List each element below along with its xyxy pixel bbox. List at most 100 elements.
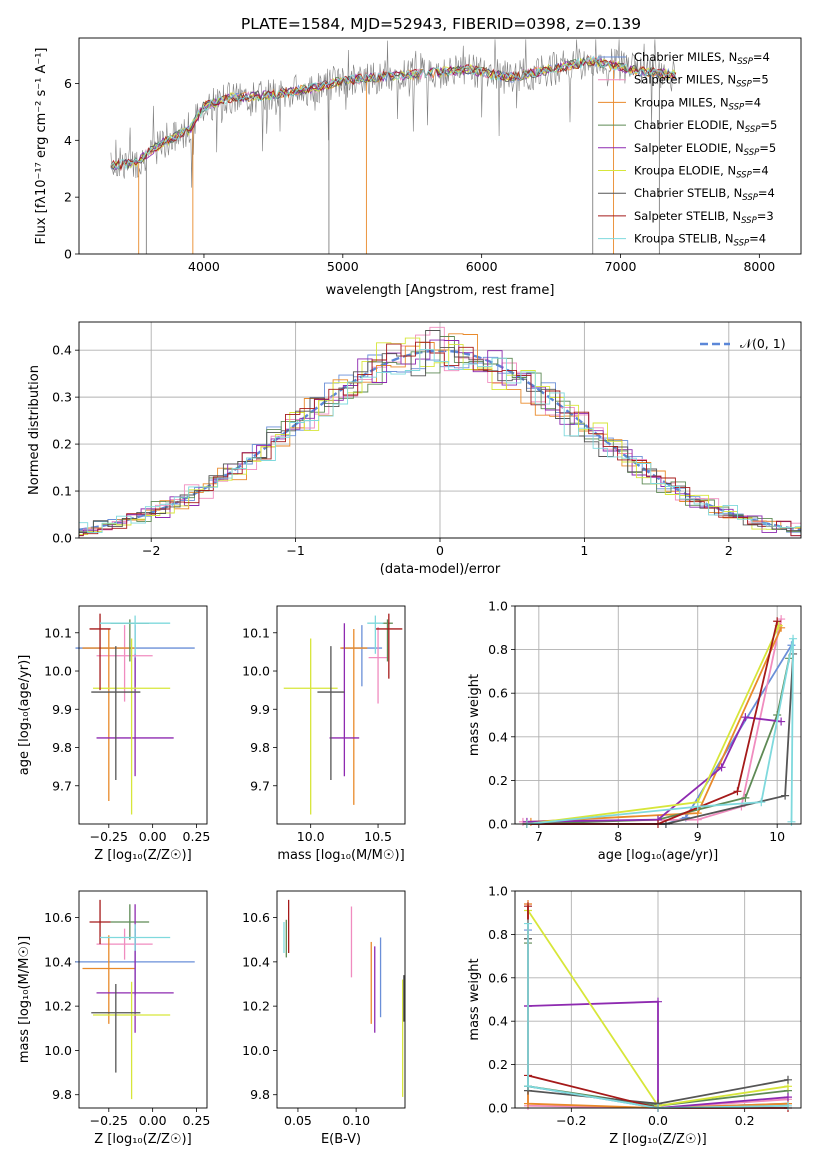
legend-label: 𝒩(0, 1) [740, 336, 786, 351]
x-tick-label: 5000 [327, 259, 359, 274]
y-tick-label: 6 [64, 76, 72, 91]
series-marker [524, 902, 532, 911]
y-axis-label: Normed distribution [27, 365, 42, 495]
axes-frame [514, 890, 802, 1109]
series-marker [784, 1101, 792, 1110]
series-marker [757, 798, 766, 807]
histogram-step-line [79, 330, 801, 537]
axes-age-Z: −0.25 0.00 0.25 9.7 9.8 9.9 10.0 10.1 Z [log₁₀(Z… [17, 613, 210, 863]
histogram-step-line [79, 337, 801, 536]
x-tick-label: 8 [614, 829, 622, 844]
legend-label: Salpeter MILES, NSSP=5 [634, 73, 769, 90]
y-axis-label: mass [log₁₀(M/M☉)] [17, 936, 32, 1063]
series-marker [741, 793, 750, 802]
y-tick-label: 0.4 [52, 343, 72, 358]
y-tick-label: 10.2 [242, 999, 270, 1014]
y-tick-label: 2 [64, 190, 72, 205]
series-marker [784, 1093, 792, 1102]
x-tick-label: 0.05 [284, 1113, 312, 1128]
x-tick-label: 4000 [188, 259, 220, 274]
axes-spectrum: 4000 5000 6000 7000 8000 0 2 4 6 wavelength [Angs… [34, 39, 775, 298]
y-tick-label: 9.8 [250, 740, 270, 755]
y-tick-label: 9.7 [250, 778, 270, 793]
y-tick-label: 10.4 [44, 954, 72, 969]
axes-age-mass: 10.0 10.5 9.7 9.8 9.9 10.0 10.1 mass [log₁₀(M/M… [242, 613, 405, 863]
x-tick-label: 0.10 [342, 1113, 370, 1128]
y-tick-label: 0.0 [488, 817, 508, 832]
y-tick-label: 0.6 [488, 686, 508, 701]
y-tick-label: 0.1 [52, 484, 72, 499]
series-marker [524, 919, 532, 928]
series-marker [524, 1099, 532, 1108]
x-axis-label: mass [log₁₀(M/M☉)] [277, 848, 404, 863]
y-tick-label: 9.8 [52, 1087, 72, 1102]
x-tick-label: −0.25 [90, 829, 128, 844]
y-tick-label: 0.2 [52, 437, 72, 452]
y-tick-label: 10.6 [242, 910, 270, 925]
y-tick-label: 9.8 [250, 1087, 270, 1102]
y-tick-label: 1.0 [488, 884, 508, 899]
axes-frame [78, 37, 802, 255]
histogram-group [79, 326, 801, 537]
x-axis-label: Z [log₁₀(Z/Z☉)] [609, 1132, 706, 1147]
y-tick-label: 9.7 [52, 778, 72, 793]
series-marker [693, 802, 702, 811]
y-tick-label: 9.9 [52, 702, 72, 717]
x-tick-label: 8000 [743, 259, 775, 274]
x-tick-label: 0.00 [139, 1113, 167, 1128]
series-marker [733, 787, 742, 796]
y-tick-label: 9.9 [250, 702, 270, 717]
y-tick-label: 10.0 [44, 664, 72, 679]
axes-frame [78, 605, 208, 825]
x-tick-label: −1 [286, 543, 304, 558]
series-marker [717, 763, 726, 772]
y-tick-label: 10.6 [44, 910, 72, 925]
series-marker [524, 1082, 532, 1091]
x-tick-label: 7000 [605, 259, 637, 274]
y-tick-label: 0.8 [488, 642, 508, 657]
series-marker [784, 1075, 792, 1084]
x-tick-label: 0.0 [648, 1113, 668, 1128]
y-tick-label: 0.6 [488, 970, 508, 985]
series-line [527, 923, 789, 1109]
x-axis-label: Z [log₁₀(Z/Z☉)] [94, 1132, 191, 1147]
series-marker [787, 817, 796, 826]
x-tick-label: 0.25 [183, 1113, 211, 1128]
histogram-step-line [79, 349, 801, 534]
y-tick-label: 0.0 [488, 1101, 508, 1116]
axes-frame [514, 605, 802, 825]
series-marker [654, 997, 662, 1006]
model-fit-line [110, 55, 677, 172]
legend-label: Salpeter ELODIE, NSSP=5 [634, 141, 776, 158]
x-tick-label: 1 [580, 543, 588, 558]
x-axis-label: wavelength [Angstrom, rest frame] [326, 283, 555, 298]
histogram-step-line [79, 336, 801, 535]
series-marker [773, 617, 782, 626]
x-tick-label: −0.25 [90, 1113, 128, 1128]
y-tick-label: 10.1 [242, 625, 270, 640]
x-tick-label: 10.5 [364, 829, 392, 844]
y-axis-label: age [log₁₀(age/yr)] [17, 655, 32, 776]
y-tick-label: 0.3 [52, 390, 72, 405]
axes-mass-Z: −0.25 0.00 0.25 9.8 10.0 10.2 10.4 10.6 Z [log₁₀… [17, 899, 211, 1147]
legend-label: Chabrier MILES, NSSP=4 [634, 50, 770, 67]
x-tick-label: 10 [769, 829, 785, 844]
x-tick-label: 0.00 [139, 829, 167, 844]
x-axis-label: Z [log₁₀(Z/Z☉)] [94, 848, 191, 863]
series-line [527, 1000, 789, 1109]
series-marker [777, 717, 786, 726]
y-tick-label: 0.2 [488, 1057, 508, 1072]
y-tick-label: 10.4 [242, 954, 270, 969]
y-tick-label: 0.2 [488, 773, 508, 788]
x-tick-label: 7 [535, 829, 543, 844]
legend-label: Salpeter STELIB, NSSP=3 [634, 209, 774, 226]
y-tick-label: 0.8 [488, 927, 508, 942]
axes-frame [78, 321, 802, 539]
y-tick-label: 10.2 [44, 999, 72, 1014]
legend-label: Kroupa STELIB, NSSP=4 [634, 232, 766, 249]
axes-mass-weight-Z: −0.2 0.0 0.2 0.0 0.2 0.4 0.6 0.8 1.0 Z [log₁₀(Z/Z… [467, 884, 801, 1147]
legend-label: Chabrier ELODIE, NSSP=5 [634, 118, 777, 135]
x-tick-label: 10.0 [297, 829, 325, 844]
